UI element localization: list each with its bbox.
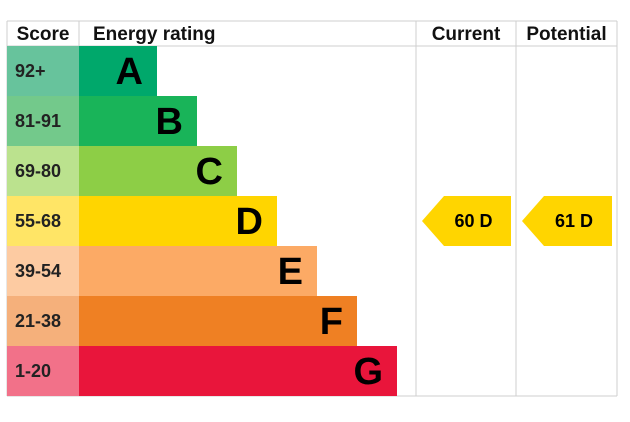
band-letter: E bbox=[278, 251, 303, 293]
rating-bands: 92+ A 81-91 B 69-80 C 55-68 D 39-54 E 21-38 F 1-20 G bbox=[7, 46, 397, 396]
band-letter: A bbox=[116, 51, 143, 93]
potential-rating-arrow: 61 D bbox=[522, 196, 612, 246]
band-letter: C bbox=[196, 151, 223, 193]
current-rating-arrow-label: 60 D bbox=[454, 211, 492, 231]
score-range-label: 21-38 bbox=[15, 311, 61, 331]
band-bar bbox=[79, 296, 357, 346]
potential-rating-arrow-shape bbox=[522, 196, 612, 246]
band-letter: F bbox=[320, 301, 343, 343]
potential-rating-arrow-label: 61 D bbox=[555, 211, 593, 231]
score-cell bbox=[7, 96, 79, 146]
band-row-d: 55-68 D bbox=[7, 196, 277, 246]
band-letter: D bbox=[236, 201, 263, 243]
score-cell bbox=[7, 346, 79, 396]
band-row-e: 39-54 E bbox=[7, 246, 317, 296]
band-row-f: 21-38 F bbox=[7, 296, 357, 346]
score-cell bbox=[7, 46, 79, 96]
score-cell bbox=[7, 146, 79, 196]
rating-arrows: 60 D 61 D bbox=[422, 196, 612, 246]
band-bar bbox=[79, 196, 277, 246]
band-row-c: 69-80 C bbox=[7, 146, 237, 196]
energy-rating-header: Energy rating bbox=[93, 24, 215, 45]
band-letter: B bbox=[156, 101, 183, 143]
score-range-label: 69-80 bbox=[15, 161, 61, 181]
score-range-label: 55-68 bbox=[15, 211, 61, 231]
band-bar bbox=[79, 96, 197, 146]
band-row-b: 81-91 B bbox=[7, 96, 197, 146]
score-header: Score bbox=[17, 24, 70, 45]
score-cell bbox=[7, 246, 79, 296]
table-header: Score Energy rating Current Potential bbox=[17, 24, 607, 45]
score-cell bbox=[7, 296, 79, 346]
current-rating-arrow: 60 D bbox=[422, 196, 511, 246]
potential-header: Potential bbox=[526, 24, 606, 45]
score-range-label: 1-20 bbox=[15, 361, 51, 381]
current-rating-arrow-shape bbox=[422, 196, 511, 246]
score-range-label: 39-54 bbox=[15, 261, 61, 281]
band-bar bbox=[79, 146, 237, 196]
band-row-g: 1-20 G bbox=[7, 346, 397, 396]
score-cell bbox=[7, 196, 79, 246]
band-bar bbox=[79, 346, 397, 396]
current-header: Current bbox=[432, 24, 501, 45]
band-letter: G bbox=[353, 351, 383, 393]
band-bar bbox=[79, 246, 317, 296]
band-row-a: 92+ A bbox=[7, 46, 157, 96]
score-range-label: 81-91 bbox=[15, 111, 61, 131]
band-bar bbox=[79, 46, 157, 96]
score-range-label: 92+ bbox=[15, 61, 46, 81]
